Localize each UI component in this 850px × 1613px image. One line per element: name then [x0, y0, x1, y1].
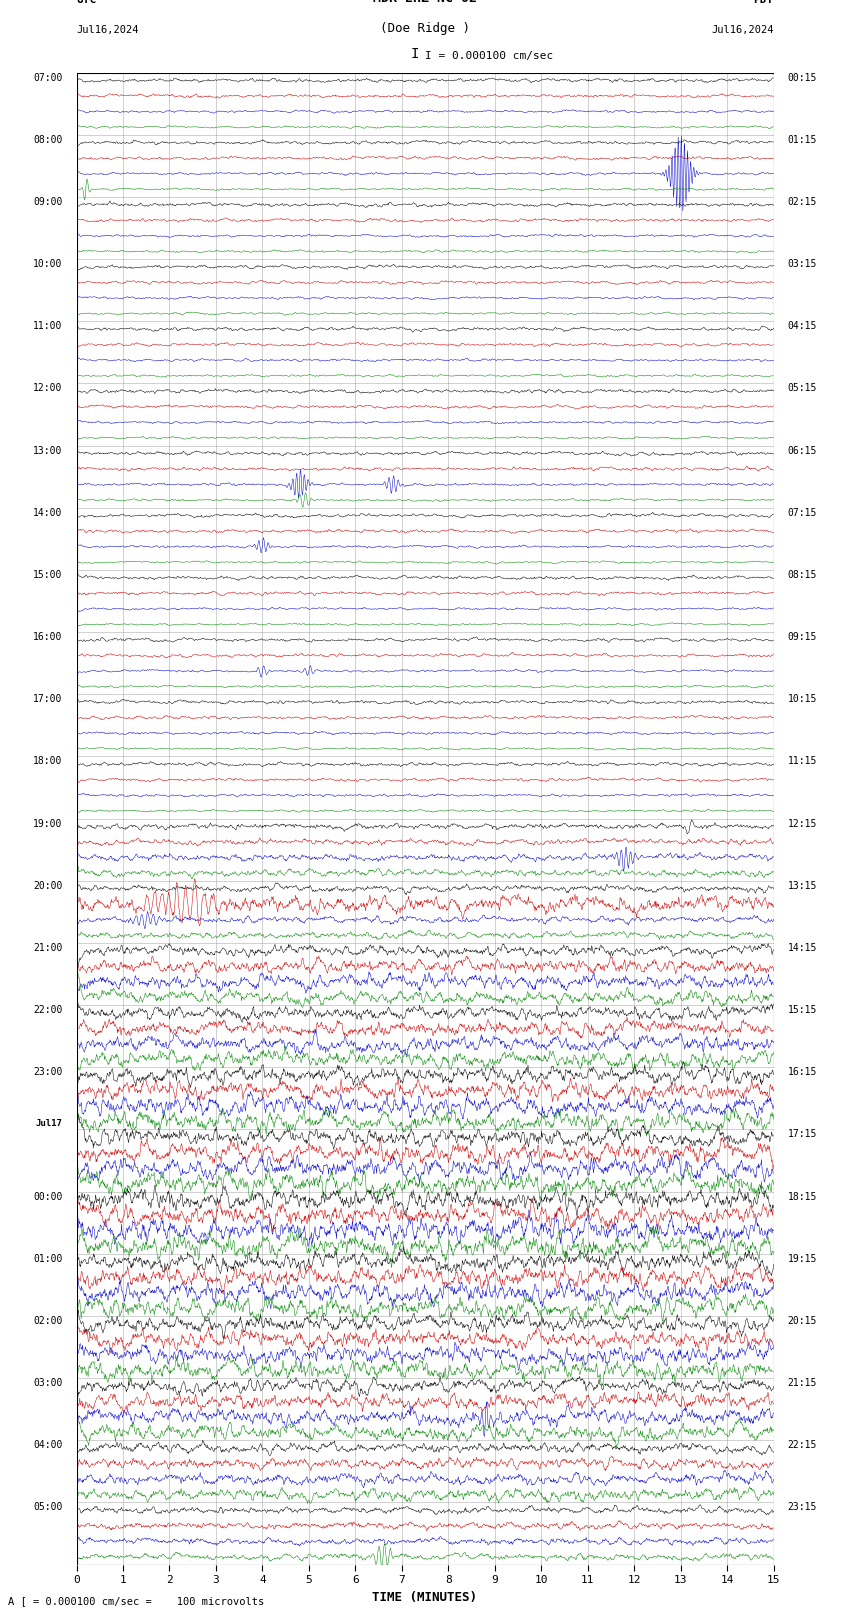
- Text: 08:00: 08:00: [33, 135, 63, 145]
- Text: A [ = 0.000100 cm/sec =    100 microvolts: A [ = 0.000100 cm/sec = 100 microvolts: [8, 1597, 264, 1607]
- Text: 13:15: 13:15: [787, 881, 817, 890]
- Text: 23:00: 23:00: [33, 1068, 63, 1077]
- Text: Jul16,2024: Jul16,2024: [711, 26, 774, 35]
- Text: PDT: PDT: [753, 0, 774, 5]
- Text: 22:15: 22:15: [787, 1440, 817, 1450]
- Text: 00:15: 00:15: [787, 73, 817, 82]
- Text: 03:15: 03:15: [787, 260, 817, 269]
- Text: 05:00: 05:00: [33, 1502, 63, 1513]
- Text: 22:00: 22:00: [33, 1005, 63, 1015]
- Text: 08:15: 08:15: [787, 569, 817, 581]
- Text: 21:00: 21:00: [33, 944, 63, 953]
- Text: I: I: [411, 47, 419, 61]
- Text: 12:15: 12:15: [787, 819, 817, 829]
- Text: Jul16,2024: Jul16,2024: [76, 26, 139, 35]
- Text: 20:00: 20:00: [33, 881, 63, 890]
- Text: 19:15: 19:15: [787, 1253, 817, 1263]
- Text: 16:15: 16:15: [787, 1068, 817, 1077]
- Text: 23:15: 23:15: [787, 1502, 817, 1513]
- Text: 20:15: 20:15: [787, 1316, 817, 1326]
- Text: 09:15: 09:15: [787, 632, 817, 642]
- Text: MDR EHZ NC 02: MDR EHZ NC 02: [373, 0, 477, 5]
- Text: 05:15: 05:15: [787, 384, 817, 394]
- Text: 12:00: 12:00: [33, 384, 63, 394]
- Text: 07:15: 07:15: [787, 508, 817, 518]
- Text: 01:15: 01:15: [787, 135, 817, 145]
- Text: Jul17: Jul17: [36, 1119, 63, 1127]
- Text: 06:15: 06:15: [787, 445, 817, 455]
- Text: 07:00: 07:00: [33, 73, 63, 82]
- Text: 18:00: 18:00: [33, 756, 63, 766]
- Text: 04:00: 04:00: [33, 1440, 63, 1450]
- Text: 11:00: 11:00: [33, 321, 63, 331]
- Text: 10:15: 10:15: [787, 694, 817, 705]
- Text: 16:00: 16:00: [33, 632, 63, 642]
- Text: 11:15: 11:15: [787, 756, 817, 766]
- X-axis label: TIME (MINUTES): TIME (MINUTES): [372, 1590, 478, 1603]
- Text: 02:15: 02:15: [787, 197, 817, 206]
- Text: 02:00: 02:00: [33, 1316, 63, 1326]
- Text: (Doe Ridge ): (Doe Ridge ): [380, 23, 470, 35]
- Text: 18:15: 18:15: [787, 1192, 817, 1202]
- Text: 04:15: 04:15: [787, 321, 817, 331]
- Text: 17:15: 17:15: [787, 1129, 817, 1139]
- Text: 14:15: 14:15: [787, 944, 817, 953]
- Text: 17:00: 17:00: [33, 694, 63, 705]
- Text: 15:00: 15:00: [33, 569, 63, 581]
- Text: UTC: UTC: [76, 0, 97, 5]
- Text: 21:15: 21:15: [787, 1378, 817, 1389]
- Text: 01:00: 01:00: [33, 1253, 63, 1263]
- Text: 14:00: 14:00: [33, 508, 63, 518]
- Text: 19:00: 19:00: [33, 819, 63, 829]
- Text: 10:00: 10:00: [33, 260, 63, 269]
- Text: 00:00: 00:00: [33, 1192, 63, 1202]
- Text: 09:00: 09:00: [33, 197, 63, 206]
- Text: I = 0.000100 cm/sec: I = 0.000100 cm/sec: [425, 50, 553, 61]
- Text: 03:00: 03:00: [33, 1378, 63, 1389]
- Text: 15:15: 15:15: [787, 1005, 817, 1015]
- Text: 13:00: 13:00: [33, 445, 63, 455]
